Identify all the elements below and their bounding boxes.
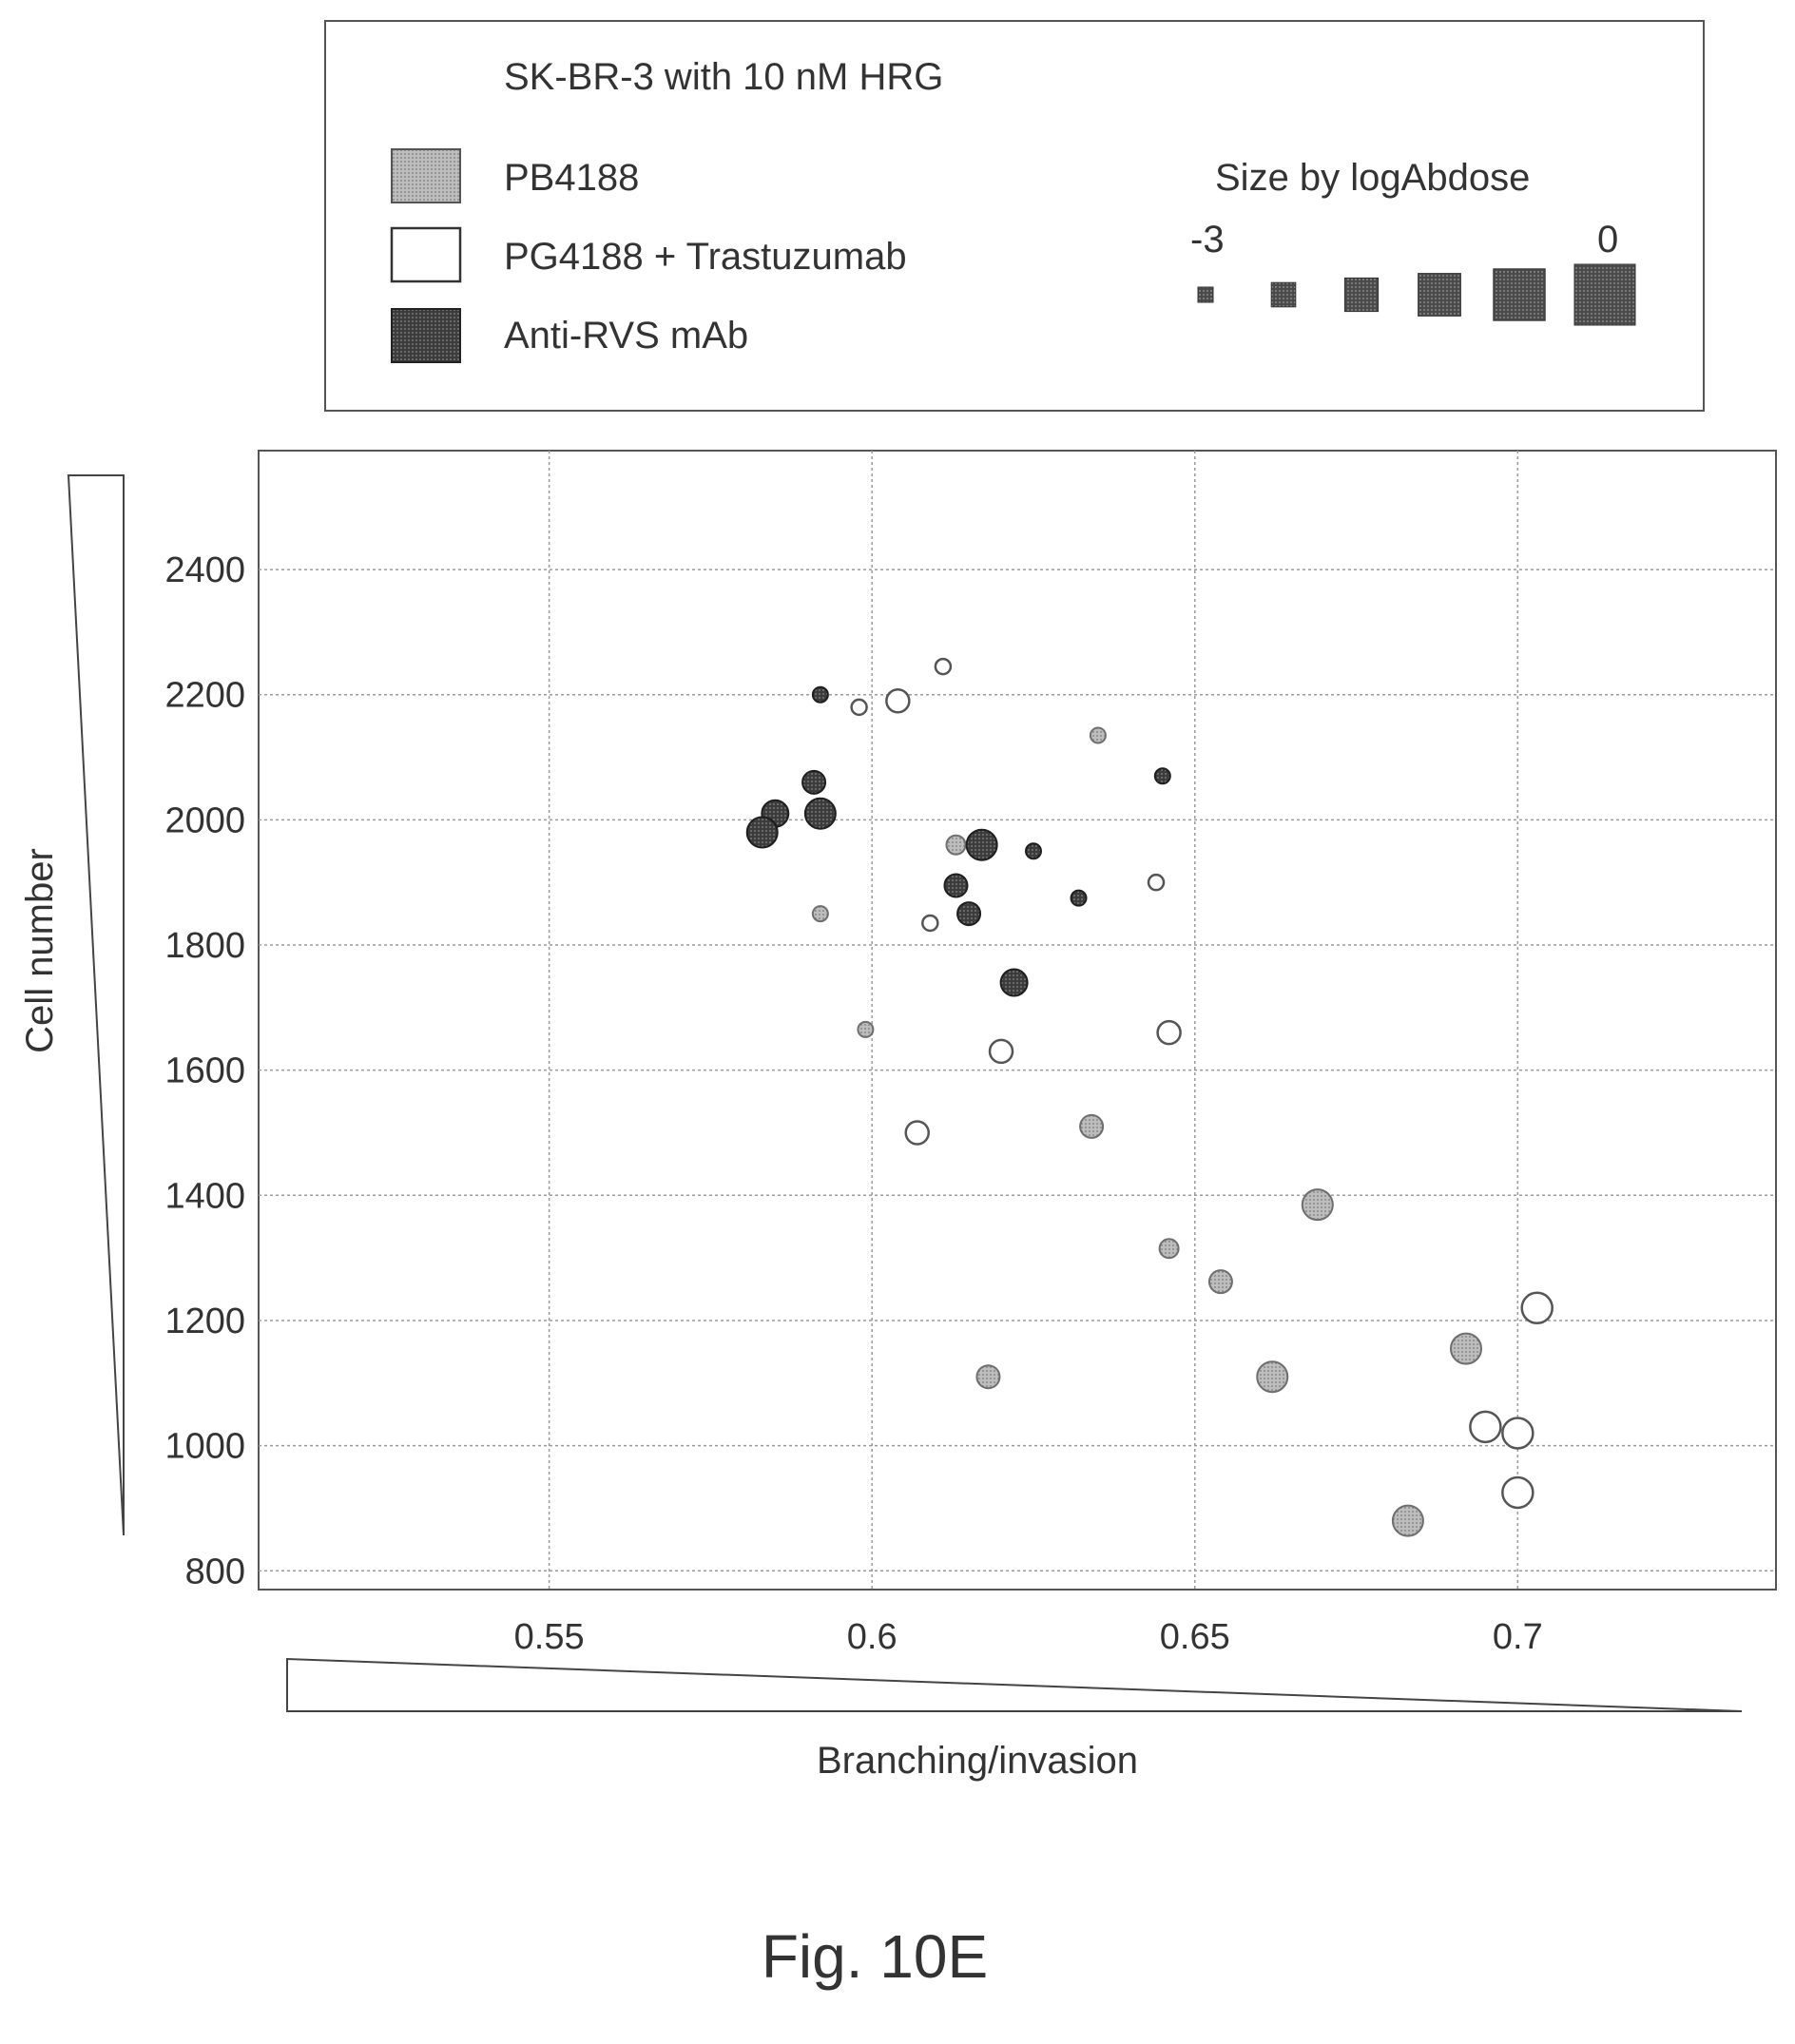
plot-area: 800 1000 1200 1400 1600 1800 2000 2200 2400 0.55… [164, 450, 1777, 1657]
x-tick-label: 0.7 [1493, 1617, 1543, 1657]
y-tick-label: 2400 [164, 550, 245, 590]
gridlines [259, 451, 1776, 1590]
point-anti-rvs [803, 797, 837, 830]
point-pb4188 [1256, 1360, 1289, 1394]
data-points [745, 657, 1554, 1537]
legend-frame [324, 20, 1705, 412]
x-tick-label: 0.65 [1160, 1617, 1230, 1657]
point-anti-rvs [999, 968, 1029, 997]
size-legend-label: Size by logAbdose [1215, 157, 1530, 199]
point-pb4188 [1079, 1113, 1105, 1139]
y-tick-label: 1000 [164, 1427, 245, 1467]
chart-title: SK-BR-3 with 10 nM HRG [504, 56, 943, 98]
legend-swatch-anti-rvs [391, 308, 461, 363]
point-pb4188 [1207, 1269, 1233, 1295]
point-pb4188 [1158, 1238, 1180, 1260]
y-tick-labels: 800 1000 1200 1400 1600 1800 2000 2200 2400 [164, 550, 245, 1591]
legend-swatch-pb4188 [391, 148, 461, 203]
point-pg4188-trastuzumab [1501, 1475, 1534, 1510]
x-axis-title: Branching/invasion [817, 1740, 1138, 1782]
legend-label-pb4188: PB4188 [504, 157, 639, 199]
y-tick-label: 1600 [164, 1051, 245, 1091]
y-tick-label: 2000 [164, 800, 245, 840]
point-pb4188 [1089, 726, 1107, 744]
point-pb4188 [811, 905, 829, 923]
point-pb4188 [1391, 1504, 1424, 1537]
point-pg4188-trastuzumab [921, 914, 939, 933]
legend-label-pg4188-trastuzumab: PG4188 + Trastuzumab [504, 236, 907, 278]
point-pg4188-trastuzumab [904, 1120, 930, 1146]
y-tick-label: 1200 [164, 1302, 245, 1341]
point-anti-rvs [811, 685, 829, 704]
y-tick-label: 1800 [164, 926, 245, 966]
point-anti-rvs [745, 816, 779, 849]
size-legend-square [1418, 273, 1461, 317]
x-tick-labels: 0.55 0.6 0.65 0.7 [514, 1617, 1543, 1657]
legend-swatch-pg4188-trastuzumab [390, 226, 462, 283]
point-pg4188-trastuzumab [934, 657, 953, 676]
point-pb4188 [1450, 1332, 1483, 1365]
y-axis-wedge [67, 474, 125, 1536]
size-legend-square [1270, 281, 1297, 308]
point-pb4188 [975, 1364, 1001, 1390]
point-anti-rvs [956, 901, 982, 927]
size-legend-marks [1197, 263, 1636, 326]
y-tick-label: 2200 [164, 676, 245, 716]
point-pg4188-trastuzumab [1156, 1019, 1182, 1046]
legend-label-anti-rvs: Anti-RVS mAb [504, 315, 748, 357]
point-anti-rvs [965, 828, 998, 861]
point-anti-rvs [801, 769, 827, 795]
point-anti-rvs [1070, 889, 1088, 907]
size-legend-square [1343, 277, 1380, 313]
point-pg4188-trastuzumab [1469, 1410, 1502, 1444]
point-pg4188-trastuzumab [1520, 1291, 1554, 1325]
size-legend-square [1573, 263, 1636, 326]
point-pb4188 [1301, 1188, 1334, 1222]
point-anti-rvs [1024, 842, 1042, 860]
point-pg4188-trastuzumab [1501, 1417, 1534, 1450]
figure-label: Fig. 10E [762, 1922, 988, 1991]
x-tick-label: 0.55 [514, 1617, 585, 1657]
y-tick-label: 800 [185, 1552, 245, 1591]
plot-frame [258, 450, 1777, 1591]
legend: SK-BR-3 with 10 nM HRG PB4188 PG4188 + T… [324, 20, 1705, 412]
point-anti-rvs [1153, 767, 1171, 785]
point-pb4188 [945, 834, 967, 856]
size-legend-max: 0 [1597, 219, 1618, 260]
y-tick-label: 1400 [164, 1176, 245, 1216]
point-pg4188-trastuzumab [885, 688, 911, 714]
point-pg4188-trastuzumab [1147, 873, 1166, 892]
size-legend-square [1197, 286, 1214, 303]
point-pg4188-trastuzumab [850, 698, 868, 717]
x-axis-wedge [286, 1657, 1743, 1712]
size-legend-square [1493, 268, 1546, 321]
point-anti-rvs [943, 873, 969, 898]
point-pg4188-trastuzumab [988, 1038, 1014, 1065]
x-tick-label: 0.6 [847, 1617, 898, 1657]
point-pb4188 [857, 1020, 875, 1038]
size-legend-min: -3 [1190, 219, 1225, 260]
y-axis-title: Cell number [19, 848, 61, 1053]
